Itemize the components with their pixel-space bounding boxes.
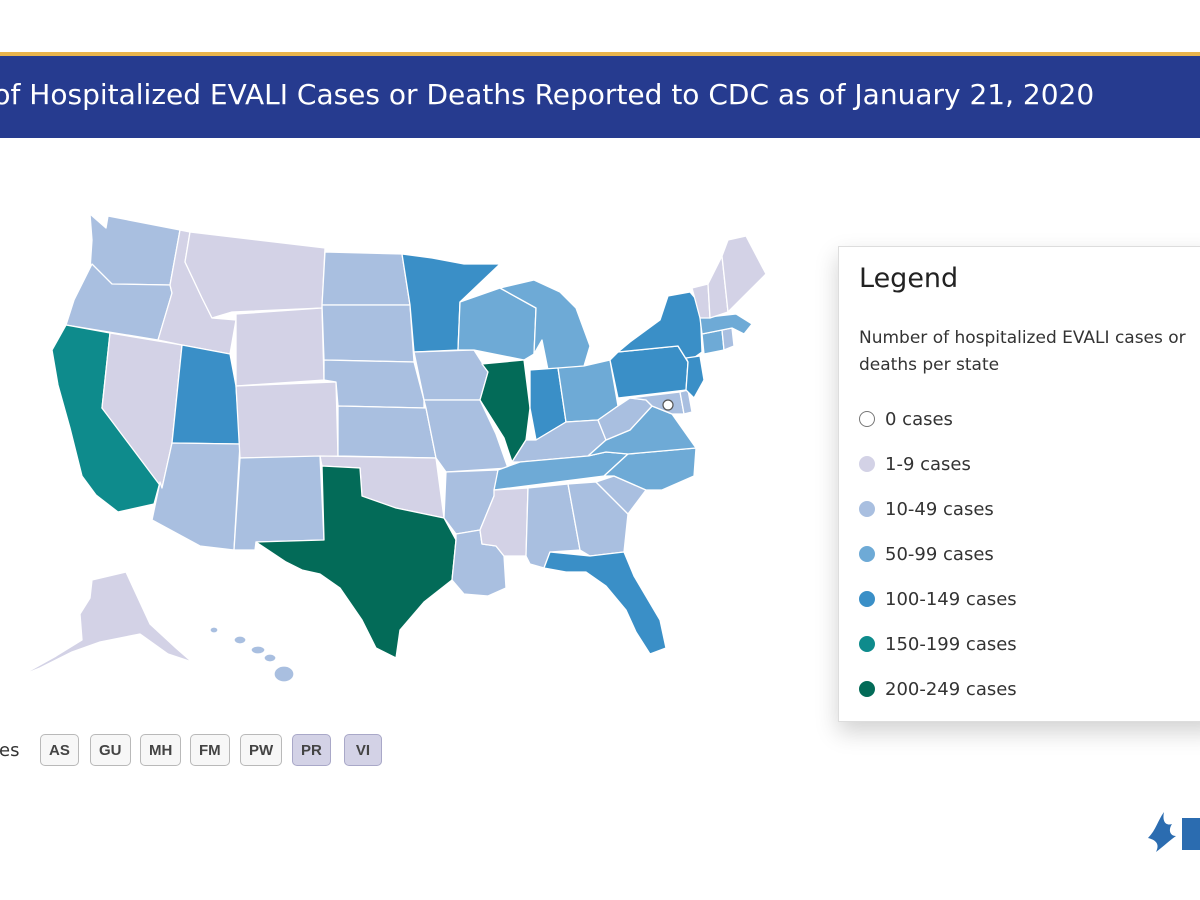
state-dc[interactable]: [662, 399, 674, 411]
legend-label: 10-49 cases: [885, 498, 994, 520]
state-wy[interactable]: [235, 307, 325, 387]
legend-title: Legend: [859, 263, 959, 294]
legend-item: 150-199 cases: [859, 631, 1017, 657]
territory-button-vi[interactable]: VI: [344, 734, 382, 766]
legend-swatch: [859, 681, 875, 697]
legend-panel: Legend Number of hospitalized EVALI case…: [838, 246, 1200, 722]
title-bar: ber of Hospitalized EVALI Cases or Death…: [0, 56, 1200, 138]
legend-label: 50-99 cases: [885, 543, 994, 565]
territory-button-pw[interactable]: PW: [240, 734, 283, 766]
legend-swatch: [859, 591, 875, 607]
state-hi[interactable]: [209, 626, 295, 683]
legend-item: 1-9 cases: [859, 451, 971, 477]
legend-item: 100-149 cases: [859, 586, 1017, 612]
state-ak[interactable]: [19, 571, 193, 677]
state-co[interactable]: [235, 381, 339, 459]
state-tx[interactable]: [255, 465, 457, 659]
legend-swatch: [859, 501, 875, 517]
legend-label: 200-249 cases: [885, 678, 1017, 700]
territory-button-gu[interactable]: GU: [90, 734, 131, 766]
state-ia[interactable]: [413, 349, 489, 401]
legend-label: 100-149 cases: [885, 588, 1017, 610]
legend-swatch: [859, 546, 875, 562]
legend-swatch: [859, 456, 875, 472]
territory-button-as[interactable]: AS: [40, 734, 79, 766]
state-mo[interactable]: [423, 399, 509, 473]
legend-item: 200-249 cases: [859, 676, 1017, 702]
state-pa[interactable]: [609, 345, 689, 399]
territory-button-mh[interactable]: MH: [140, 734, 182, 766]
state-ks[interactable]: [337, 405, 437, 459]
state-ma[interactable]: [699, 313, 753, 335]
header-accent-rule: [0, 52, 1200, 56]
state-az[interactable]: [151, 442, 241, 551]
legend-item: 50-99 cases: [859, 541, 994, 567]
legend-label: 150-199 cases: [885, 633, 1017, 655]
us-map: [19, 213, 767, 683]
territories-label: ies: [0, 740, 20, 761]
state-nm[interactable]: [233, 455, 325, 551]
legend-item: 10-49 cases: [859, 496, 994, 522]
state-nd[interactable]: [321, 251, 411, 306]
legend-swatch: [859, 411, 875, 427]
legend-label: 1-9 cases: [885, 453, 971, 475]
page-title: ber of Hospitalized EVALI Cases or Death…: [0, 78, 1095, 111]
state-ut[interactable]: [171, 344, 241, 445]
state-wa[interactable]: [89, 213, 181, 286]
state-mt[interactable]: [184, 231, 326, 319]
legend-label: 0 cases: [885, 408, 953, 430]
hhs-eagle-logo-icon: [1148, 812, 1200, 852]
territory-button-pr[interactable]: PR: [292, 734, 331, 766]
territory-button-fm[interactable]: FM: [190, 734, 230, 766]
state-ri[interactable]: [721, 327, 735, 351]
state-sd[interactable]: [321, 304, 415, 363]
legend-swatch: [859, 636, 875, 652]
legend-description: Number of hospitalized EVALI cases or de…: [859, 328, 1186, 375]
state-fl[interactable]: [543, 551, 667, 655]
state-nj[interactable]: [685, 355, 705, 399]
state-ne[interactable]: [323, 359, 425, 409]
state-me[interactable]: [721, 235, 767, 313]
legend-item: 0 cases: [859, 406, 953, 432]
